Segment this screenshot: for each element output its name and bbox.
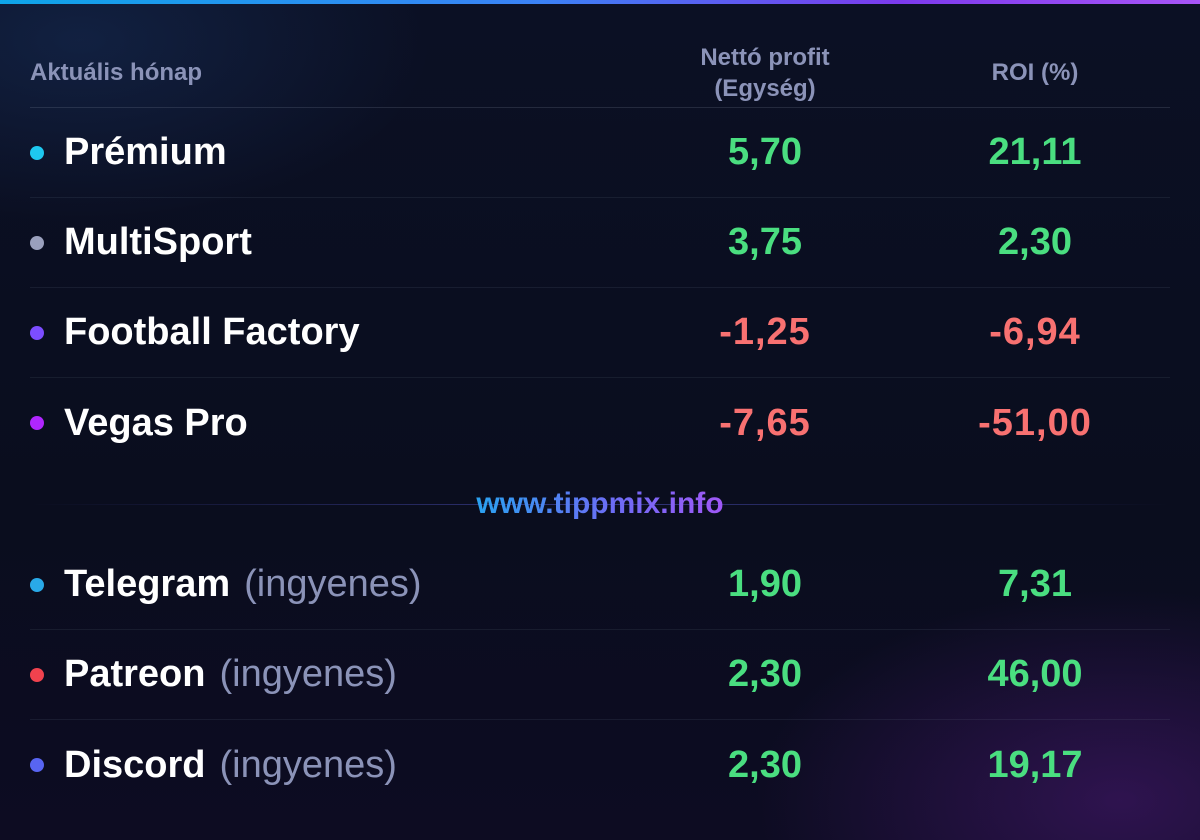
table-header: Aktuális hónap Nettó profit (Egység) ROI…: [30, 38, 1170, 108]
roi-value: 21,11: [988, 131, 1082, 173]
channel-dot-icon: [30, 577, 44, 592]
channel-name: Discord: [64, 743, 206, 786]
roi-value: -6,94: [989, 311, 1081, 353]
period-label: Aktuális hónap: [30, 58, 203, 86]
channel-cell: Telegram (ingyenes): [30, 563, 630, 606]
premium-rows: Prémium 5,70 21,11 MultiSport 3,75 2,30 Footba…: [30, 108, 1170, 468]
table-row: Discord (ingyenes) 2,30 19,17: [30, 720, 1170, 810]
channel-dot-icon: [30, 667, 44, 682]
channel-name: MultiSport: [64, 221, 252, 263]
profit-header-line2: (Egység): [714, 74, 816, 102]
top-accent-bar: [0, 0, 1200, 4]
channel-name: Football Factory: [64, 311, 360, 353]
roi-value: 19,17: [987, 743, 1083, 786]
channel-cell: Football Factory: [30, 311, 630, 354]
profit-header-line1: Nettó profit: [700, 43, 830, 71]
table-row: MultiSport 3,75 2,30: [30, 198, 1170, 288]
free-rows: Telegram (ingyenes) 1,90 7,31 Patreon (ingyen…: [30, 540, 1170, 810]
channel-dot-icon: [30, 145, 44, 160]
channel-suffix: (ingyenes): [219, 743, 397, 786]
channel-name: Vegas Pro: [64, 401, 248, 444]
profit-value: 2,30: [728, 743, 802, 786]
channel-cell: MultiSport: [30, 221, 630, 264]
channel-dot-icon: [30, 235, 44, 250]
channel-name: Telegram: [64, 563, 231, 605]
watermark-text: www.tippmix.info: [460, 487, 739, 521]
watermark-separator: www.tippmix.info: [30, 468, 1170, 540]
channel-cell: Patreon (ingyenes): [30, 653, 630, 696]
channel-cell: Vegas Pro: [30, 402, 630, 445]
channel-cell: Prémium: [30, 131, 630, 174]
table-row: Prémium 5,70 21,11: [30, 108, 1170, 198]
roi-value: 2,30: [998, 221, 1072, 263]
channel-dot-icon: [30, 325, 44, 340]
profit-value: 2,30: [728, 653, 802, 695]
roi-value: -51,00: [978, 401, 1092, 444]
channel-name: Patreon: [64, 653, 206, 695]
roi-value: 7,31: [998, 563, 1072, 605]
stats-table: Aktuális hónap Nettó profit (Egység) ROI…: [30, 38, 1170, 810]
roi-value: 46,00: [987, 653, 1083, 695]
roi-column-header: ROI (%): [991, 59, 1079, 86]
channel-suffix: (ingyenes): [219, 653, 397, 695]
table-row: Telegram (ingyenes) 1,90 7,31: [30, 540, 1170, 630]
channel-name: Prémium: [64, 131, 227, 173]
profit-value: 3,75: [728, 221, 802, 263]
profit-value: 5,70: [728, 131, 802, 173]
profit-value: 1,90: [728, 563, 802, 605]
profit-value: -1,25: [719, 311, 811, 353]
profit-value: -7,65: [719, 401, 811, 444]
channel-dot-icon: [30, 416, 44, 430]
channel-dot-icon: [30, 758, 44, 772]
separator-line: [30, 504, 1170, 505]
channel-suffix: (ingyenes): [244, 563, 422, 605]
table-row: Football Factory -1,25 -6,94: [30, 288, 1170, 378]
table-row: Vegas Pro -7,65 -51,00: [30, 378, 1170, 468]
channel-cell: Discord (ingyenes): [30, 744, 630, 787]
table-row: Patreon (ingyenes) 2,30 46,00: [30, 630, 1170, 720]
profit-column-header: Nettó profit (Egység): [630, 42, 900, 104]
